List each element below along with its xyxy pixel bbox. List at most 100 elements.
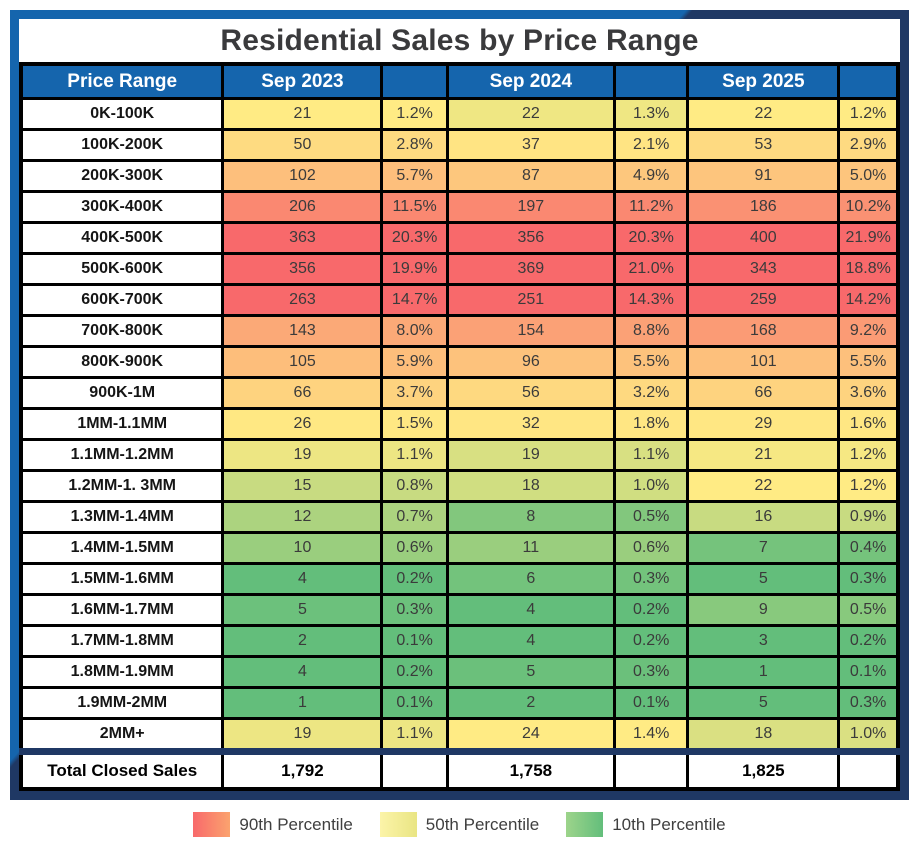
legend-item-90th: 90th Percentile [193,812,353,837]
header-sep-2025: Sep 2025 [686,62,841,100]
count-cell: 56 [445,376,616,410]
percent-cell: 0.3% [837,562,900,596]
percent-cell: 0.3% [612,562,690,596]
percent-cell: 5.5% [837,345,900,379]
count-cell: 259 [686,283,841,317]
count-cell: 4 [445,624,616,658]
percent-cell: 0.5% [612,500,690,534]
count-cell: 102 [221,159,384,193]
table-row: 1.6MM-1.7MM 5 0.3% 4 0.2% 9 0.5% [19,593,900,627]
percent-cell: 3.6% [837,376,900,410]
price-range-cell: 1MM-1.1MM [19,407,225,441]
count-cell: 1 [686,655,841,689]
percent-cell: 1.2% [837,438,900,472]
percent-cell: 0.3% [837,686,900,720]
legend-swatch-90th-icon [193,812,231,837]
percent-cell: 0.5% [837,593,900,627]
legend-label-90th: 90th Percentile [239,814,353,834]
legend-swatch-50th-icon [379,812,417,837]
count-cell: 22 [445,97,616,131]
count-cell: 24 [445,717,616,753]
percent-cell: 0.6% [612,531,690,565]
table-row: 1.9MM-2MM 1 0.1% 2 0.1% 5 0.3% [19,686,900,720]
table-row: 1.5MM-1.6MM 4 0.2% 6 0.3% 5 0.3% [19,562,900,596]
count-cell: 2 [221,624,384,658]
price-range-cell: 300K-400K [19,190,225,224]
percent-cell: 5.7% [380,159,449,193]
table-row: 500K-600K 356 19.9% 369 21.0% 343 18.8% [19,252,900,286]
total-label: Total Closed Sales [19,748,225,791]
count-cell: 11 [445,531,616,565]
price-range-cell: 1.1MM-1.2MM [19,438,225,472]
percent-cell: 1.3% [612,97,690,131]
price-range-cell: 900K-1M [19,376,225,410]
count-cell: 18 [445,469,616,503]
price-range-cell: 1.7MM-1.8MM [19,624,225,658]
count-cell: 66 [221,376,384,410]
count-cell: 400 [686,221,841,255]
table-row: 1.2MM-1. 3MM 15 0.8% 18 1.0% 22 1.2% [19,469,900,503]
count-cell: 5 [221,593,384,627]
count-cell: 37 [445,128,616,162]
table-row: 100K-200K 50 2.8% 37 2.1% 53 2.9% [19,128,900,162]
count-cell: 186 [686,190,841,224]
table-row: 800K-900K 105 5.9% 96 5.5% 101 5.5% [19,345,900,379]
price-range-cell: 800K-900K [19,345,225,379]
count-cell: 356 [445,221,616,255]
percent-cell: 0.9% [837,500,900,534]
count-cell: 343 [686,252,841,286]
legend-label-10th: 10th Percentile [612,814,726,834]
percent-cell: 20.3% [380,221,449,255]
table-row: 1.1MM-1.2MM 19 1.1% 19 1.1% 21 1.2% [19,438,900,472]
percent-cell: 0.2% [837,624,900,658]
total-row: Total Closed Sales 1,792 1,758 1,825 [19,748,900,791]
count-cell: 7 [686,531,841,565]
percent-cell: 20.3% [612,221,690,255]
count-cell: 154 [445,314,616,348]
count-cell: 4 [221,655,384,689]
percent-cell: 14.7% [380,283,449,317]
percent-cell: 18.8% [837,252,900,286]
count-cell: 22 [686,97,841,131]
header-row: Price Range Sep 2023 Sep 2024 Sep 2025 [19,62,900,100]
percent-cell: 8.8% [612,314,690,348]
legend-label-50th: 50th Percentile [425,814,540,834]
price-range-cell: 1.2MM-1. 3MM [19,469,225,503]
count-cell: 2 [445,686,616,720]
header-percent-spacer-1 [380,62,449,100]
count-cell: 5 [686,562,841,596]
price-range-cell: 100K-200K [19,128,225,162]
total-percent-spacer-1 [380,748,449,791]
header-price-range: Price Range [19,62,225,100]
header-sep-2024: Sep 2024 [445,62,616,100]
legend-item-10th: 10th Percentile [566,812,726,837]
percent-cell: 0.1% [612,686,690,720]
percent-cell: 1.6% [837,407,900,441]
count-cell: 18 [686,717,841,753]
header-percent-spacer-3 [837,62,900,100]
percent-cell: 3.2% [612,376,690,410]
percent-cell: 0.4% [837,531,900,565]
price-range-cell: 1.9MM-2MM [19,686,225,720]
price-range-cell: 400K-500K [19,221,225,255]
count-cell: 15 [221,469,384,503]
report-frame-inner: Residential Sales by Price Range Price R… [19,19,900,791]
percent-cell: 1.4% [612,717,690,753]
percent-cell: 14.3% [612,283,690,317]
legend-item-50th: 50th Percentile [379,812,540,837]
count-cell: 10 [221,531,384,565]
table-row: 600K-700K 263 14.7% 251 14.3% 259 14.2% [19,283,900,317]
count-cell: 168 [686,314,841,348]
price-range-cell: 1.3MM-1.4MM [19,500,225,534]
percent-cell: 0.1% [837,655,900,689]
table-row: 1.7MM-1.8MM 2 0.1% 4 0.2% 3 0.2% [19,624,900,658]
count-cell: 206 [221,190,384,224]
count-cell: 87 [445,159,616,193]
percent-cell: 4.9% [612,159,690,193]
count-cell: 197 [445,190,616,224]
count-cell: 101 [686,345,841,379]
percent-cell: 19.9% [380,252,449,286]
percent-cell: 9.2% [837,314,900,348]
count-cell: 4 [445,593,616,627]
report-title: Residential Sales by Price Range [220,23,699,57]
